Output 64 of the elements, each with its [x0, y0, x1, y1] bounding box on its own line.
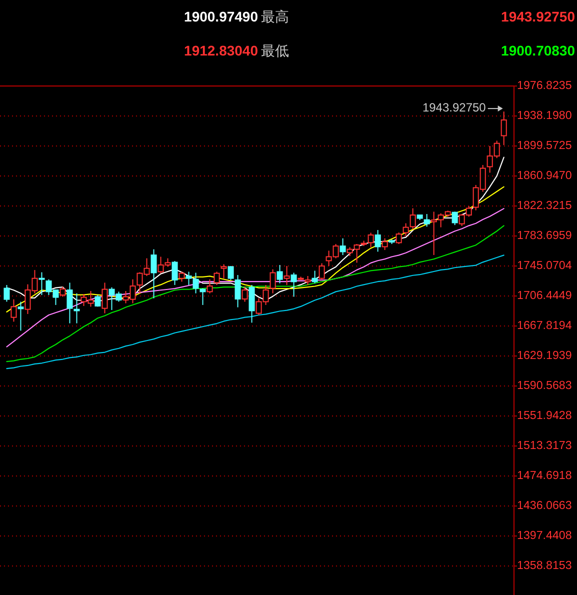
y-tick-label: 1358.8153	[517, 559, 572, 572]
line-series	[6, 208, 504, 348]
y-tick-label: 1590.5683	[517, 379, 572, 392]
candlestick	[38, 272, 45, 296]
y-tick-label: 1551.9428	[517, 409, 572, 422]
text: 1900.70830	[501, 42, 576, 59]
y-tick-label: 1397.4408	[517, 529, 572, 542]
candlestick	[270, 268, 276, 294]
y-tick-label: 1706.4449	[517, 289, 572, 302]
candlestick	[192, 272, 199, 294]
candlestick	[402, 222, 409, 236]
candlestick	[382, 238, 388, 250]
candlestick	[206, 278, 213, 294]
text: 1943.92750	[501, 8, 576, 25]
candlestick	[66, 282, 73, 324]
text: 1912.83040	[184, 42, 258, 59]
candlestick	[4, 284, 10, 302]
y-tick-label: 1513.3173	[517, 439, 572, 452]
y-tick-label: 1783.6959	[517, 229, 572, 242]
y-tick-label: 1629.1939	[517, 349, 572, 362]
candlestick	[276, 264, 283, 284]
y-tick-label: 1745.0704	[517, 259, 572, 272]
candlestick	[200, 288, 206, 306]
y-tick-label: 1474.6918	[517, 469, 572, 482]
candlestick	[220, 264, 227, 279]
candlestick	[340, 238, 346, 256]
text: 最低	[261, 42, 289, 59]
line-series	[6, 225, 504, 362]
annotation: 1943.92750	[422, 100, 486, 115]
y-tick-label: 1436.0663	[517, 499, 572, 512]
candlestick	[410, 208, 416, 230]
candlestick	[186, 271, 192, 286]
candlestick	[424, 214, 430, 228]
candlestick	[150, 248, 157, 299]
candlestick	[214, 271, 220, 286]
candlestick	[396, 232, 402, 244]
y-tick-label: 1667.8194	[517, 319, 572, 332]
candlestick	[284, 265, 290, 286]
text: 1900.97490	[184, 8, 258, 25]
candlestick	[102, 282, 108, 314]
candlestick	[74, 292, 80, 324]
y-tick-label: 1899.5725	[517, 139, 572, 152]
candlestick	[290, 272, 297, 298]
y-tick-label: 1822.3215	[517, 199, 572, 212]
candlestick	[374, 230, 381, 252]
candlestick	[248, 284, 255, 324]
candlestick	[10, 298, 17, 322]
candlestick	[312, 270, 318, 284]
candlestick	[18, 301, 24, 332]
y-tick-label: 1860.9470	[517, 169, 572, 182]
candlestick	[234, 274, 241, 308]
candlestick	[368, 232, 374, 248]
candlestick	[242, 286, 248, 302]
candlestick	[452, 211, 458, 226]
candlestick	[172, 260, 178, 286]
candlestick	[178, 271, 185, 282]
text: 最高	[261, 8, 289, 25]
candlestick	[500, 111, 507, 146]
y-tick-label: 1976.8235	[517, 79, 572, 92]
candlestick	[318, 262, 325, 280]
candlestick	[228, 266, 234, 280]
line-series	[6, 254, 504, 370]
candlestick	[60, 286, 66, 298]
y-tick-label: 1938.1980	[517, 109, 572, 122]
